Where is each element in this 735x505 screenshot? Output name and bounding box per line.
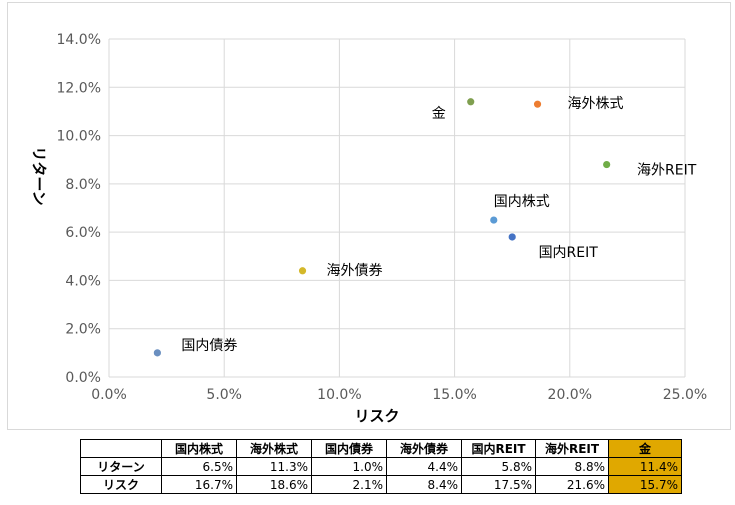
- x-tick-label: 20.0%: [548, 387, 592, 403]
- y-tick-label: 2.0%: [65, 322, 101, 338]
- table-cell: 1.0%: [311, 457, 387, 476]
- y-tick-label: 12.0%: [57, 80, 101, 96]
- chart-frame: 0.0% 5.0% 10.0% 15.0% 20.0% 25.0% 0.0% 2.0% 4.0%…: [7, 2, 731, 430]
- data-point: [507, 232, 517, 242]
- x-tick-label: 15.0%: [432, 387, 476, 403]
- table-cell: 4.4%: [386, 457, 462, 476]
- table-cell-gold: 11.4%: [608, 457, 682, 476]
- table-header-cell: 国内債券: [311, 439, 387, 458]
- point-label: 海外債券: [327, 263, 383, 279]
- table-header-cell: [80, 439, 162, 458]
- x-tick-label: 10.0%: [317, 387, 361, 403]
- table-cell: 5.8%: [461, 457, 536, 476]
- table-cell: 2.1%: [311, 475, 387, 494]
- data-point: [298, 266, 307, 276]
- table-cell: 6.5%: [161, 457, 237, 476]
- table-cell-gold: 15.7%: [608, 475, 682, 494]
- row-label: リターン: [80, 457, 162, 476]
- data-table: 国内株式 海外株式 国内債券 海外債券 国内REIT 海外REIT 金 リターン…: [80, 439, 682, 494]
- y-tick-label: 4.0%: [65, 273, 101, 289]
- data-point: [602, 160, 612, 169]
- y-tick-label: 6.0%: [65, 225, 101, 241]
- table-row-return: リターン 6.5% 11.3% 1.0% 4.4% 5.8% 8.8% 11.4…: [80, 457, 682, 476]
- y-tick-label: 0.0%: [65, 370, 101, 386]
- table-cell: 11.3%: [236, 457, 312, 476]
- scatter-chart: 0.0% 5.0% 10.0% 15.0% 20.0% 25.0% 0.0% 2.0% 4.0%…: [30, 32, 707, 425]
- y-tick-label: 10.0%: [57, 129, 101, 145]
- table-header-cell: 海外債券: [386, 439, 462, 458]
- y-tick-label: 8.0%: [65, 177, 101, 193]
- y-axis-title: リターン: [30, 146, 48, 205]
- point-label: 国内債券: [181, 338, 237, 354]
- table-row-risk: リスク 16.7% 18.6% 2.1% 8.4% 17.5% 21.6% 15…: [80, 475, 682, 494]
- point-label: 金: [432, 106, 446, 122]
- table-header-cell: 国内REIT: [461, 439, 536, 458]
- x-tick-label: 5.0%: [206, 387, 242, 403]
- y-tick-label: 14.0%: [57, 32, 101, 48]
- table-header-row: 国内株式 海外株式 国内債券 海外債券 国内REIT 海外REIT 金: [80, 439, 682, 458]
- point-label: 海外株式: [568, 96, 624, 112]
- data-point: [489, 215, 499, 225]
- point-label: 国内株式: [494, 194, 550, 210]
- table-cell: 21.6%: [535, 475, 609, 494]
- x-axis-title: リスク: [354, 407, 399, 425]
- data-point: [466, 97, 476, 107]
- x-tick-label: 0.0%: [91, 387, 127, 403]
- table-header-cell-gold: 金: [608, 439, 682, 458]
- table-cell: 16.7%: [161, 475, 237, 494]
- table-cell: 18.6%: [236, 475, 312, 494]
- x-tick-label: 25.0%: [663, 387, 707, 403]
- table-header-cell: 海外株式: [236, 439, 312, 458]
- data-point: [152, 348, 162, 358]
- table-header-cell: 海外REIT: [535, 439, 609, 458]
- point-label: 海外REIT: [637, 163, 697, 179]
- point-label: 国内REIT: [539, 245, 599, 261]
- table-cell: 8.8%: [535, 457, 609, 476]
- table-header-cell: 国内株式: [161, 439, 237, 458]
- row-label: リスク: [80, 475, 162, 494]
- table-cell: 8.4%: [386, 475, 462, 494]
- data-point: [533, 99, 542, 109]
- table-cell: 17.5%: [461, 475, 536, 494]
